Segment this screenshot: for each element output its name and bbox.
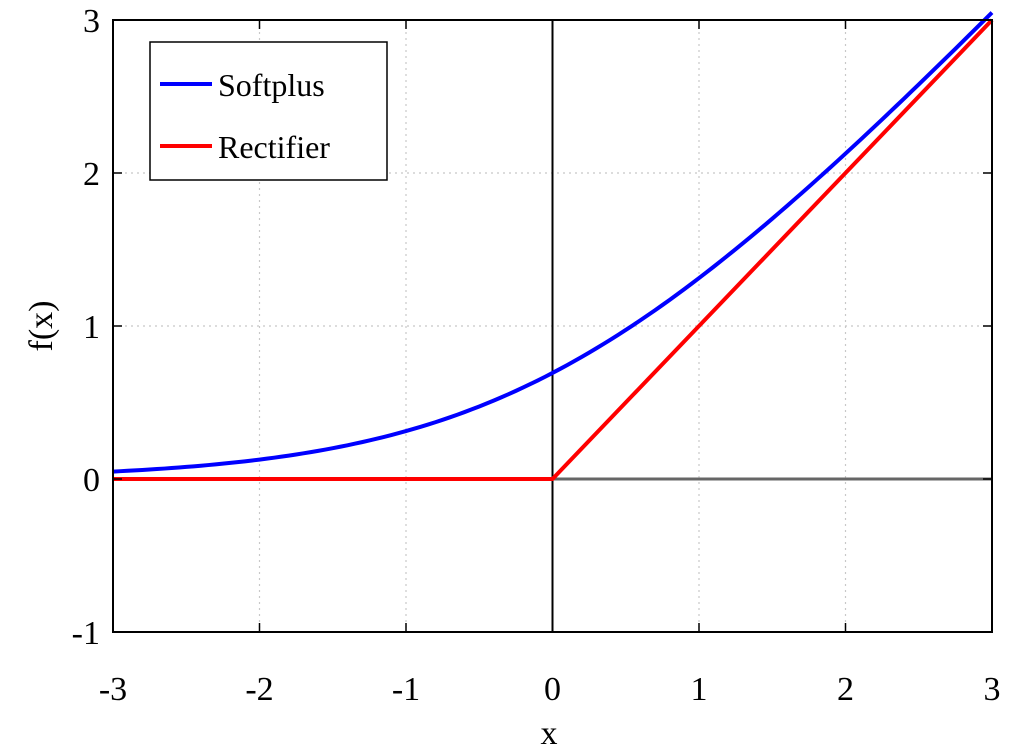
x-tick-label: 1 [691,671,708,708]
y-axis-title: f(x) [23,301,60,352]
tick-layer [112,19,993,633]
y-tick-label: 1 [83,309,100,346]
x-tick-label: 3 [984,671,1001,708]
legend-label-softplus: Softplus [218,67,325,103]
legend-box [149,41,388,181]
legend-label-rectifier: Rectifier [218,129,330,165]
y-tick-label: 2 [83,156,100,193]
y-tick-label: 3 [83,3,100,40]
x-axis-title: x [541,715,558,752]
x-tick-label: -2 [245,671,273,708]
series-line-softplus [112,11,994,474]
legend: Softplus Rectifier [149,41,388,181]
y-tick-label: 0 [83,462,100,499]
x-tick-label: -3 [99,671,127,708]
series-layer [112,11,994,481]
series-line-rectifier [113,18,994,481]
x-tick-label: -1 [392,671,420,708]
x-tick-label: 2 [837,671,854,708]
y-tick-label: -1 [72,615,100,652]
tick-label-layer: -3 -2 -1 0 1 2 3 -1 0 1 2 3 [72,3,1001,708]
x-tick-label: 0 [544,671,561,708]
